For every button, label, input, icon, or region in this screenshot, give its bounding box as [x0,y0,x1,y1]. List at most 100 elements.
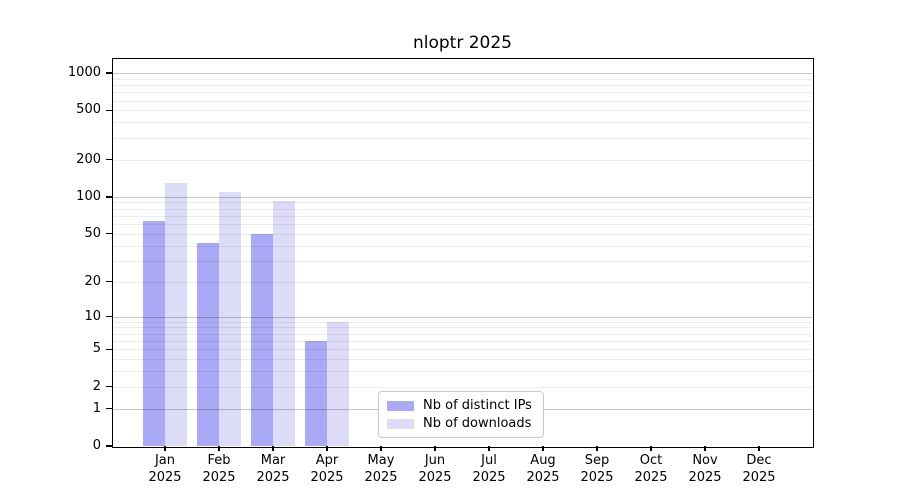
x-tick-label-nov: Nov 2025 [673,452,737,486]
y-tick-label-0: 0 [92,438,101,453]
gridline-minor-60 [113,224,812,226]
x-tick-label-sep: Sep 2025 [565,452,629,486]
y-tick-label-500: 500 [76,102,101,118]
gridline-minor-5 [113,349,812,351]
x-tick-label-oct: Oct 2025 [619,452,683,486]
y-tick-label-20: 20 [84,273,101,289]
x-tick-label-month: Sep [584,453,610,468]
y-tick-mark-1 [106,407,113,410]
gridline-minor-500 [113,110,812,112]
x-tick-mark-oct [650,446,652,451]
x-tick-mark-aug [542,446,544,451]
x-tick-label-month: Jan [154,453,176,468]
gridline-major-100 [113,196,812,198]
x-tick-label-aug: Aug 2025 [511,452,575,486]
gridline-minor-80 [113,208,812,210]
y-tick-mark-500 [106,109,113,112]
y-tick-label-1: 1 [92,400,101,416]
x-tick-label-dec: Dec 2025 [727,452,791,486]
gridline-minor-400 [113,122,812,124]
x-tick-label-month: Oct [639,453,663,468]
x-tick-label-month: May [367,453,395,468]
gridlines-layer [113,59,812,446]
gridline-minor-6 [113,340,812,342]
x-tick-label-month: Mar [260,453,286,468]
gridline-major-10 [113,316,812,318]
bar-distinct-ips-apr [305,340,327,446]
legend-label-downloads: Nb of downloads [423,416,532,431]
x-tick-label-month: Dec [746,453,772,468]
x-tick-mark-dec [758,446,760,451]
gridline-major-1000 [113,73,812,75]
x-tick-label-month: Jul [481,453,497,468]
bar-distinct-ips-feb [197,242,219,446]
legend-swatch-distinct-ips [387,400,414,411]
y-tick-label-5: 5 [92,341,101,357]
gridline-minor-70 [113,215,812,217]
bars-layer [113,59,812,446]
y-tick-label-10: 10 [84,308,101,324]
x-tick-label-year: 2025 [526,470,560,485]
bar-downloads-apr [327,321,349,446]
x-tick-label-month: Feb [207,453,231,468]
y-tick-mark-20 [106,280,113,283]
x-tick-label-mar: Mar 2025 [241,452,305,486]
gridline-minor-600 [113,100,812,102]
x-tick-label-year: 2025 [202,470,236,485]
x-tick-label-month: Aug [530,453,556,468]
y-tick-label-2: 2 [92,378,101,394]
gridline-minor-30 [113,260,812,262]
x-tick-label-apr: Apr 2025 [295,452,359,486]
gridline-minor-8 [113,327,812,329]
x-tick-label-year: 2025 [364,470,398,485]
y-tick-mark-1000 [106,72,113,74]
bar-downloads-feb [219,191,241,446]
bar-distinct-ips-mar [251,233,273,446]
x-tick-label-feb: Feb 2025 [187,452,251,486]
gridline-minor-20 [113,281,812,283]
x-tick-mark-feb [218,446,220,451]
x-tick-mark-may [380,446,382,451]
plot-area [111,57,814,448]
y-tick-label-50: 50 [84,225,101,241]
y-tick-mark-50 [106,232,113,235]
x-tick-label-year: 2025 [688,470,722,485]
bar-distinct-ips-jan [143,221,165,446]
gridline-minor-9 [113,321,812,323]
x-tick-mark-jul [488,446,490,451]
legend-label-distinct-ips: Nb of distinct IPs [423,398,532,413]
gridline-minor-700 [113,92,812,94]
x-tick-label-month: Jun [424,453,446,468]
y-tick-label-200: 200 [76,151,101,167]
legend-swatch-downloads [387,418,414,429]
gridline-minor-800 [113,85,812,87]
gridline-minor-50 [113,233,812,235]
x-tick-label-jan: Jan 2025 [133,452,197,486]
y-tick-mark-2 [106,385,113,388]
x-tick-mark-jun [434,446,436,451]
x-tick-label-year: 2025 [634,470,668,485]
x-tick-label-year: 2025 [472,470,506,485]
bar-downloads-jan [165,183,187,446]
gridline-minor-300 [113,137,812,139]
y-tick-mark-100 [106,196,113,198]
gridline-minor-7 [113,333,812,335]
x-tick-mark-apr [326,446,328,451]
y-tick-mark-10 [106,315,113,318]
bar-downloads-mar [273,200,295,446]
x-tick-label-month: Apr [315,453,339,468]
y-tick-label-1000: 1000 [67,65,101,81]
gridline-minor-90 [113,202,812,204]
x-tick-label-year: 2025 [418,470,452,485]
x-tick-mark-nov [704,446,706,451]
x-tick-label-may: May 2025 [349,452,413,486]
legend-item-downloads: Nb of downloads [387,416,535,431]
x-tick-label-year: 2025 [742,470,776,485]
gridline-minor-4 [113,359,812,361]
gridline-minor-2 [113,386,812,388]
y-tick-mark-0 [106,445,113,447]
gridline-minor-40 [113,245,812,247]
x-tick-label-jun: Jun 2025 [403,452,467,486]
x-tick-label-jul: Jul 2025 [457,452,521,486]
